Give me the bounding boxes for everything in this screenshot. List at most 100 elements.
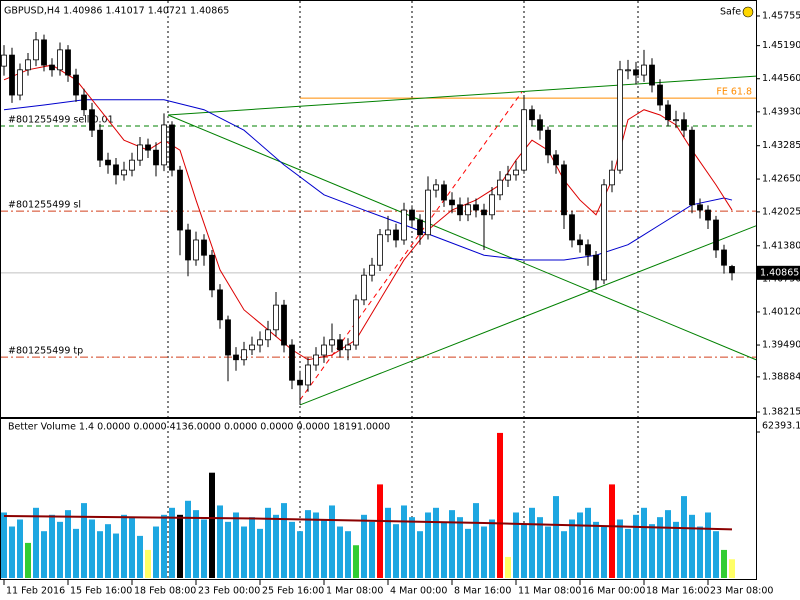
candle-body xyxy=(641,64,647,76)
candle-body xyxy=(257,339,263,346)
candle-body xyxy=(393,229,399,241)
candle-body xyxy=(465,204,471,216)
volume-bar xyxy=(313,512,319,578)
volume-bar xyxy=(201,519,207,578)
candle-body xyxy=(313,354,319,366)
volume-bar xyxy=(449,510,455,578)
volume-bar xyxy=(345,531,351,578)
volume-bar xyxy=(97,531,103,578)
volume-bar xyxy=(473,503,479,578)
volume-bar xyxy=(513,512,519,578)
volume-bar xyxy=(657,517,663,578)
volume-bar xyxy=(273,514,279,578)
y-tick-label: 1.38215 xyxy=(762,407,800,418)
candle-body xyxy=(473,204,479,211)
x-tick-label: 15 Feb 16:00 xyxy=(70,586,132,597)
candle-body xyxy=(113,164,119,176)
candle-body xyxy=(729,266,735,274)
volume-bar xyxy=(665,510,671,578)
volume-bar xyxy=(305,510,311,578)
candle-body xyxy=(537,119,543,131)
volume-bar xyxy=(521,524,527,578)
volume-bar xyxy=(537,517,543,578)
volume-bar xyxy=(113,533,119,578)
candle-body xyxy=(673,119,679,122)
candle-body xyxy=(617,69,623,171)
volume-bar xyxy=(689,514,695,578)
candle-body xyxy=(129,159,135,171)
candle-body xyxy=(25,59,31,71)
volume-bar xyxy=(337,526,343,578)
volume-bar xyxy=(81,503,87,578)
x-tick-label: 16 Mar 00:00 xyxy=(582,586,645,597)
candle-body xyxy=(681,119,687,131)
candle-body xyxy=(1,54,7,67)
candle-body xyxy=(81,94,87,111)
candle-body xyxy=(513,169,519,176)
volume-bar xyxy=(105,524,111,578)
volume-bar xyxy=(177,514,183,578)
candle-body xyxy=(377,234,383,266)
y-tick-label: 1.40120 xyxy=(762,306,800,317)
volume-bar xyxy=(505,556,511,578)
volume-bar xyxy=(377,484,383,578)
candle-body xyxy=(441,184,447,201)
candle-body xyxy=(217,289,223,321)
candle-body xyxy=(305,364,311,386)
volume-bar xyxy=(601,526,607,578)
volume-bar xyxy=(489,519,495,578)
candle-body xyxy=(409,209,415,221)
x-tick-label: 4 Mar 00:00 xyxy=(390,586,447,597)
volume-bar xyxy=(609,484,615,578)
candle-body xyxy=(249,344,255,351)
volume-bar xyxy=(385,507,391,578)
volume-bar xyxy=(49,514,55,578)
candle-body xyxy=(321,344,327,356)
volume-bar xyxy=(465,528,471,578)
candle-body xyxy=(497,179,503,196)
y-tick-label: 1.38884 xyxy=(762,371,800,382)
volume-bar xyxy=(553,496,559,578)
chart-title: GBPUSD,H4 1.40986 1.41017 1.40721 1.4086… xyxy=(4,6,229,17)
volume-title: Better Volume 1.4 0.0000 0.0000 4136.000… xyxy=(8,422,390,433)
candle-body xyxy=(657,84,663,106)
volume-bar xyxy=(593,521,599,578)
candle-body xyxy=(545,129,551,156)
volume-bar xyxy=(209,472,215,578)
volume-bar xyxy=(89,519,95,578)
trendline xyxy=(167,75,757,116)
volume-bar xyxy=(33,507,39,578)
volume-y-tick-label: 62393.1 xyxy=(762,421,800,432)
volume-bar xyxy=(577,512,583,578)
volume-bar xyxy=(729,559,735,578)
candle-body xyxy=(561,164,567,216)
volume-bar xyxy=(257,528,263,578)
volume-bar xyxy=(617,519,623,578)
volume-bar xyxy=(249,517,255,578)
volume-bar xyxy=(481,526,487,578)
candle-body xyxy=(593,254,599,281)
status-icon xyxy=(742,6,754,18)
candle-body xyxy=(713,219,719,251)
volume-bar xyxy=(705,512,711,578)
candle-body xyxy=(121,169,127,176)
candle-body xyxy=(449,199,455,206)
level-label: #801255499 sell 0.01 xyxy=(8,115,114,126)
volume-bar xyxy=(417,531,423,578)
volume-bar xyxy=(721,549,727,578)
volume-bar xyxy=(369,521,375,578)
volume-bar xyxy=(409,517,415,578)
candle-body xyxy=(57,49,63,71)
candle-body xyxy=(633,69,639,76)
candle-body xyxy=(457,204,463,216)
volume-bar xyxy=(569,519,575,578)
volume-bar xyxy=(401,505,407,578)
x-tick-label: 11 Feb 2016 xyxy=(6,586,65,597)
status-text: Safe xyxy=(720,7,741,18)
candle-body xyxy=(553,154,559,166)
x-tick-label: 25 Feb 16:00 xyxy=(262,586,324,597)
candle-body xyxy=(425,189,431,236)
candle-body xyxy=(721,249,727,266)
volume-bar xyxy=(497,432,503,578)
